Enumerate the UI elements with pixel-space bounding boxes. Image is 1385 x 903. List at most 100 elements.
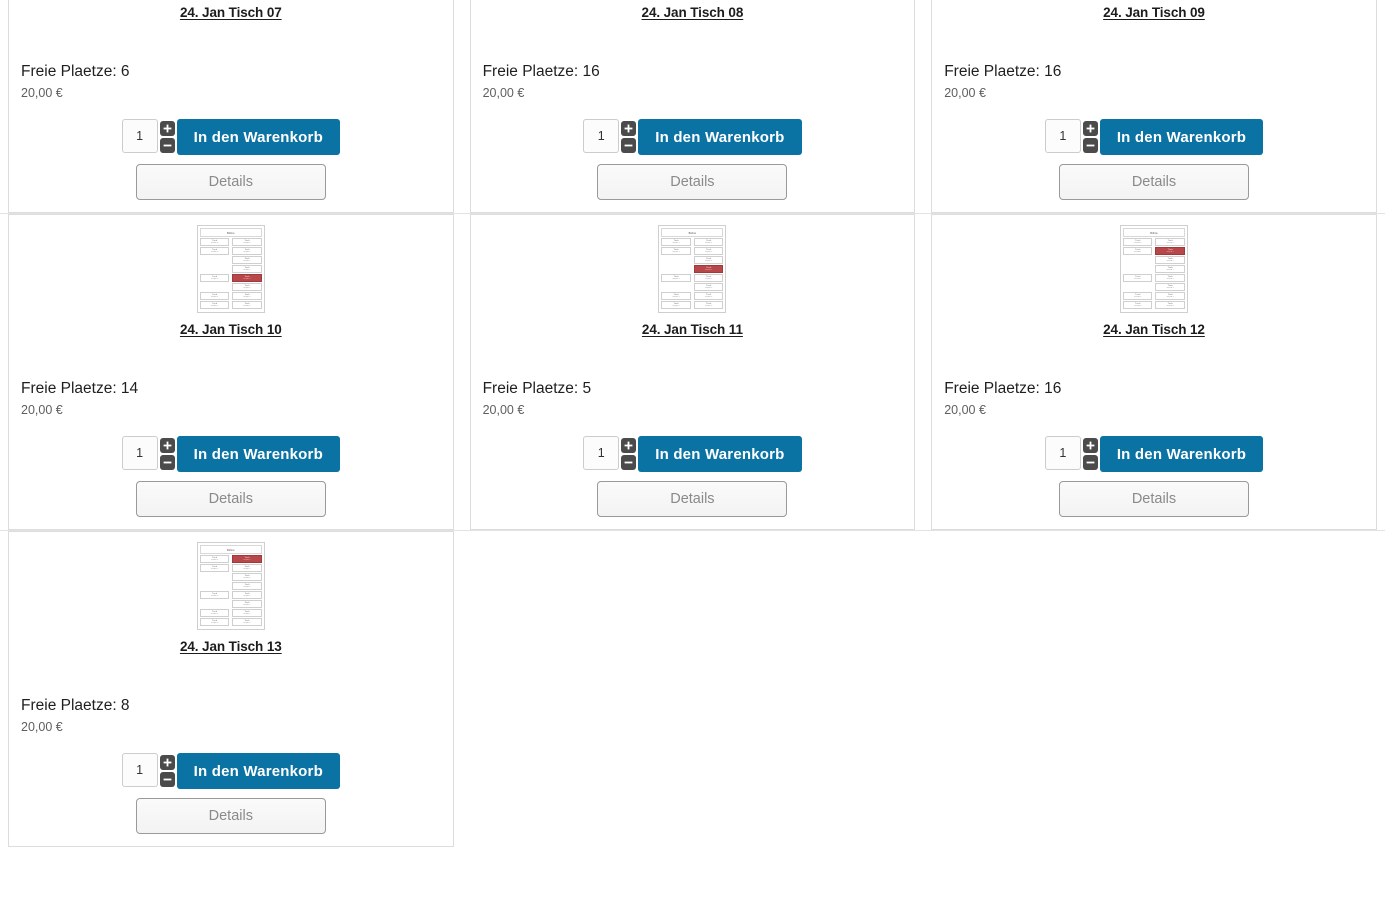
details-button[interactable]: Details	[1058, 164, 1249, 200]
product-title-link[interactable]: 24. Jan Tisch 09	[1103, 5, 1205, 20]
plus-icon[interactable]	[621, 121, 637, 136]
details-button[interactable]: Details	[1058, 481, 1249, 517]
quantity-input[interactable]	[583, 436, 620, 470]
details-button[interactable]: Details	[135, 164, 326, 200]
seating-plan-thumbnail-wrap[interactable]: Bühne Tisch 20,00 € Tisch 20,00 € Tisch 20,00 …	[15, 542, 447, 630]
thumbnail-table-cell	[1123, 283, 1153, 291]
product-card: Bühne Tisch 20,00 € Tisch 20,00 € Tisch 20,00 …	[8, 214, 454, 530]
add-to-cart-button[interactable]: In den Warenkorb	[638, 436, 802, 472]
quantity-input[interactable]	[121, 436, 158, 470]
plus-icon[interactable]	[159, 438, 175, 453]
thumb-cell-price: 20,00 €	[1166, 287, 1174, 290]
product-title-link[interactable]: 24. Jan Tisch 08	[641, 5, 744, 20]
seating-plan-grid: Tisch 20,00 € Tisch 20,00 € Tisch 20,00 € Tisc…	[1122, 238, 1185, 309]
free-seats-label: Freie Plaetze: 6	[21, 63, 130, 80]
thumb-cell-name: Tisch	[1167, 239, 1173, 242]
details-button[interactable]: Details	[597, 481, 788, 517]
details-button[interactable]: Details	[597, 164, 788, 200]
product-title-link[interactable]: 24. Jan Tisch 10	[179, 322, 282, 337]
thumb-cell-price: 20,00 €	[210, 622, 219, 625]
thumb-cell-name: Tisch	[673, 293, 679, 296]
product-title-link[interactable]: 24. Jan Tisch 07	[179, 5, 282, 20]
thumb-cell-price: 20,00 €	[210, 242, 219, 245]
thumb-cell-price: 20,00 €	[210, 278, 219, 281]
thumbnail-table-cell: Tisch 20,00 €	[693, 238, 724, 246]
product-title-link[interactable]: 24. Jan Tisch 13	[179, 639, 282, 654]
seating-plan-thumbnail[interactable]: Bühne Tisch 20,00 € Tisch 20,00 € Tisch 20,00 …	[658, 225, 727, 313]
add-to-cart-button[interactable]: In den Warenkorb	[1099, 436, 1264, 472]
seating-plan-thumbnail[interactable]: Bühne Tisch 20,00 € Tisch 20,00 € Tisch 20,00 …	[196, 225, 265, 313]
thumb-cell-name: Tisch	[244, 610, 250, 613]
minus-icon[interactable]	[159, 138, 175, 153]
thumb-cell-name: Tisch	[211, 556, 218, 559]
thumb-cell-name: Tisch	[244, 284, 250, 287]
plus-icon[interactable]	[159, 121, 175, 136]
product-card: 24. Jan Tisch 08 Freie Plaetze: 16 20,00 €…	[469, 0, 916, 213]
product-title-link[interactable]: 24. Jan Tisch 11	[641, 322, 743, 337]
buy-row: In den Warenkorb	[121, 436, 340, 472]
quantity-input[interactable]	[1044, 436, 1081, 470]
thumb-cell-name: Tisch	[1135, 293, 1141, 296]
product-row: Bühne Tisch 20,00 € Tisch 20,00 € Tisch 20,00 …	[0, 531, 1385, 847]
thumb-cell-name: Tisch	[706, 275, 712, 278]
quantity-input[interactable]	[121, 119, 158, 153]
thumb-cell-name: Tisch	[244, 556, 250, 559]
stage-label: Bühne	[661, 228, 724, 237]
thumb-cell-name: Tisch	[211, 619, 218, 622]
details-button[interactable]: Details	[135, 481, 326, 517]
plus-icon[interactable]	[621, 438, 637, 453]
thumbnail-table-cell	[661, 283, 691, 291]
details-button[interactable]: Details	[135, 798, 326, 834]
thumbnail-table-cell	[200, 283, 230, 291]
thumbnail-table-cell: Tisch 20,00 €	[199, 618, 230, 626]
thumbnail-table-cell: Tisch 20,00 €	[199, 301, 230, 309]
stage-label: Bühne	[199, 545, 262, 554]
seating-plan-thumbnail[interactable]: Bühne Tisch 20,00 € Tisch 20,00 € Tisch 20,00 …	[196, 542, 265, 630]
minus-icon[interactable]	[1082, 455, 1098, 470]
minus-icon[interactable]	[159, 772, 175, 787]
seating-plan-thumbnail[interactable]: Bühne Tisch 20,00 € Tisch 20,00 € Tisch 20,00 …	[1119, 225, 1188, 313]
thumb-cell-price: 20,00 €	[243, 287, 251, 290]
plus-icon[interactable]	[1082, 438, 1098, 453]
quantity-input[interactable]	[583, 119, 620, 153]
product-cell: 24. Jan Tisch 09 Freie Plaetze: 16 20,00 €…	[923, 0, 1385, 213]
quantity-input[interactable]	[121, 753, 158, 787]
quantity-stepper	[159, 119, 175, 155]
thumb-cell-name: Tisch	[211, 293, 218, 296]
add-to-cart-button[interactable]: In den Warenkorb	[176, 436, 340, 472]
seating-plan-thumbnail-wrap[interactable]: Bühne Tisch 20,00 € Tisch 20,00 € Tisch 20,00 …	[477, 225, 909, 313]
thumbnail-table-cell: Tisch 20,00 €	[199, 292, 230, 300]
add-to-cart-button[interactable]: In den Warenkorb	[638, 119, 802, 155]
thumbnail-table-cell: Tisch 20,00 €	[232, 591, 262, 599]
minus-icon[interactable]	[621, 138, 637, 153]
thumb-cell-name: Tisch	[1167, 302, 1173, 305]
thumb-cell-name: Tisch	[1167, 293, 1173, 296]
thumb-cell-price: 20,00 €	[243, 622, 251, 625]
thumbnail-table-cell	[661, 265, 691, 273]
minus-icon[interactable]	[1082, 138, 1098, 153]
stage-label: Bühne	[1122, 228, 1185, 237]
thumbnail-table-cell: Tisch 20,00 €	[232, 292, 262, 300]
plus-icon[interactable]	[1082, 121, 1098, 136]
quantity-input[interactable]	[1044, 119, 1081, 153]
product-actions: In den Warenkorb Details	[15, 753, 447, 834]
seating-plan-thumbnail-wrap[interactable]: Bühne Tisch 20,00 € Tisch 20,00 € Tisch 20,00 …	[938, 225, 1370, 313]
add-to-cart-button[interactable]: In den Warenkorb	[176, 753, 340, 789]
buy-row: In den Warenkorb	[1044, 436, 1264, 472]
buy-row: In den Warenkorb	[1044, 119, 1264, 155]
thumb-cell-name: Tisch	[1167, 266, 1173, 269]
thumbnail-table-cell: Tisch 20,00 €	[1122, 292, 1153, 300]
thumb-cell-name: Tisch	[244, 266, 250, 269]
thumb-cell-name: Tisch	[211, 275, 218, 278]
add-to-cart-button[interactable]: In den Warenkorb	[176, 119, 340, 155]
product-title: 24. Jan Tisch 08	[477, 2, 909, 24]
thumbnail-table-cell: Tisch 20,00 €	[661, 238, 691, 246]
product-title-link[interactable]: 24. Jan Tisch 12	[1103, 322, 1205, 337]
add-to-cart-button[interactable]: In den Warenkorb	[1099, 119, 1264, 155]
product-cell: Bühne Tisch 20,00 € Tisch 20,00 € Tisch 20,00 …	[0, 531, 462, 847]
thumbnail-table-cell: Tisch 20,00 €	[232, 301, 262, 309]
seating-plan-thumbnail-wrap[interactable]: Bühne Tisch 20,00 € Tisch 20,00 € Tisch 20,00 …	[15, 225, 447, 313]
plus-icon[interactable]	[159, 755, 175, 770]
minus-icon[interactable]	[621, 455, 637, 470]
minus-icon[interactable]	[159, 455, 175, 470]
